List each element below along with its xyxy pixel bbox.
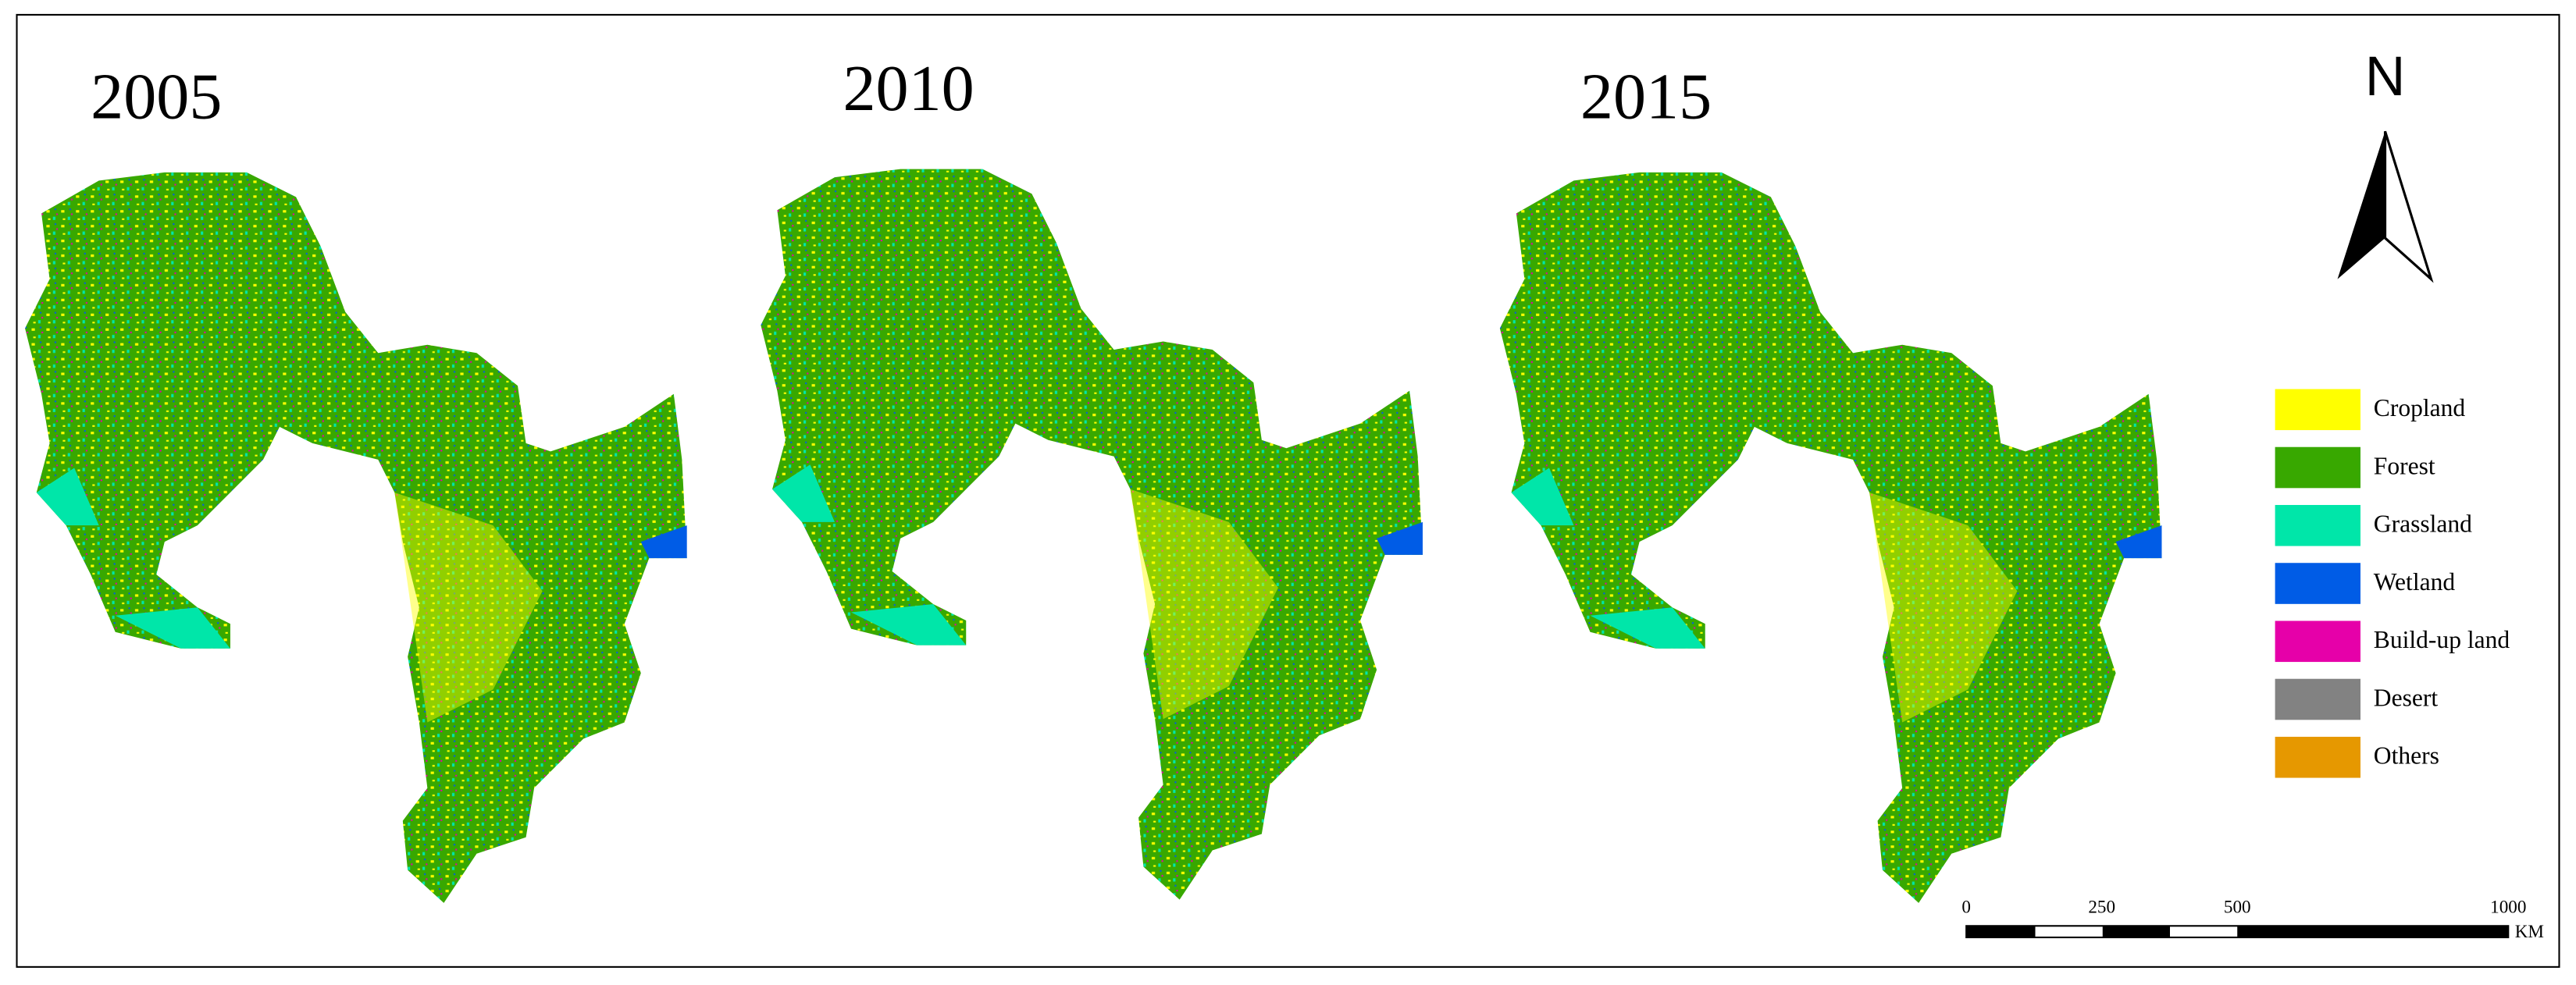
panel-year: 2015 <box>1580 60 1712 133</box>
scale-segment <box>2237 926 2509 938</box>
wetland-area <box>2115 525 2162 559</box>
grassland-area <box>772 464 835 522</box>
north-arrow: N <box>2337 45 2434 283</box>
legend-label: Cropland <box>2374 394 2466 421</box>
grassland-area <box>115 607 230 649</box>
scale-tick-label: 500 <box>2224 897 2251 917</box>
scale-tick-label: 0 <box>1961 897 1971 917</box>
panel: 2010 <box>761 52 1423 900</box>
scale-bar: KM 0 250 500 1000 <box>1961 897 2544 942</box>
grassland-area <box>1511 468 1574 526</box>
legend-label: Forest <box>2374 452 2435 479</box>
cropland-area <box>1130 489 1278 720</box>
legend-swatch <box>2275 736 2360 778</box>
scale-tick-label: 1000 <box>2490 897 2526 917</box>
panel: 2015 <box>1499 60 2162 903</box>
panel: 2005 <box>25 60 687 903</box>
legend-label: Grassland <box>2374 510 2472 538</box>
scale-unit: KM <box>2515 922 2544 942</box>
legend-label: Build-up land <box>2374 626 2510 653</box>
cropland-area <box>394 492 543 723</box>
wetland-area <box>1377 521 1423 555</box>
legend-label: Others <box>2374 742 2439 770</box>
scale-segment <box>2102 926 2170 938</box>
grassland-area <box>851 604 967 645</box>
legend: Cropland Forest Grassland Wetland Build-up l… <box>2275 389 2510 778</box>
legend-label: Wetland <box>2374 568 2456 596</box>
cropland-area <box>1869 492 2018 723</box>
legend-swatch <box>2275 389 2360 431</box>
legend-swatch <box>2275 678 2360 720</box>
north-label: N <box>2365 45 2406 108</box>
arrow-right <box>2383 130 2434 283</box>
scale-tick-label: 250 <box>2088 897 2115 917</box>
scale-segment <box>1966 926 2036 938</box>
legend-swatch <box>2275 446 2360 489</box>
panel-year: 2005 <box>91 60 222 133</box>
panel-year: 2010 <box>843 52 974 125</box>
legend-swatch <box>2275 563 2360 604</box>
grassland-area <box>1590 607 1705 649</box>
legend-swatch <box>2275 504 2360 546</box>
legend-swatch <box>2275 621 2360 663</box>
legend-label: Desert <box>2374 684 2439 711</box>
wetland-area <box>640 525 687 559</box>
grassland-area <box>36 468 99 526</box>
